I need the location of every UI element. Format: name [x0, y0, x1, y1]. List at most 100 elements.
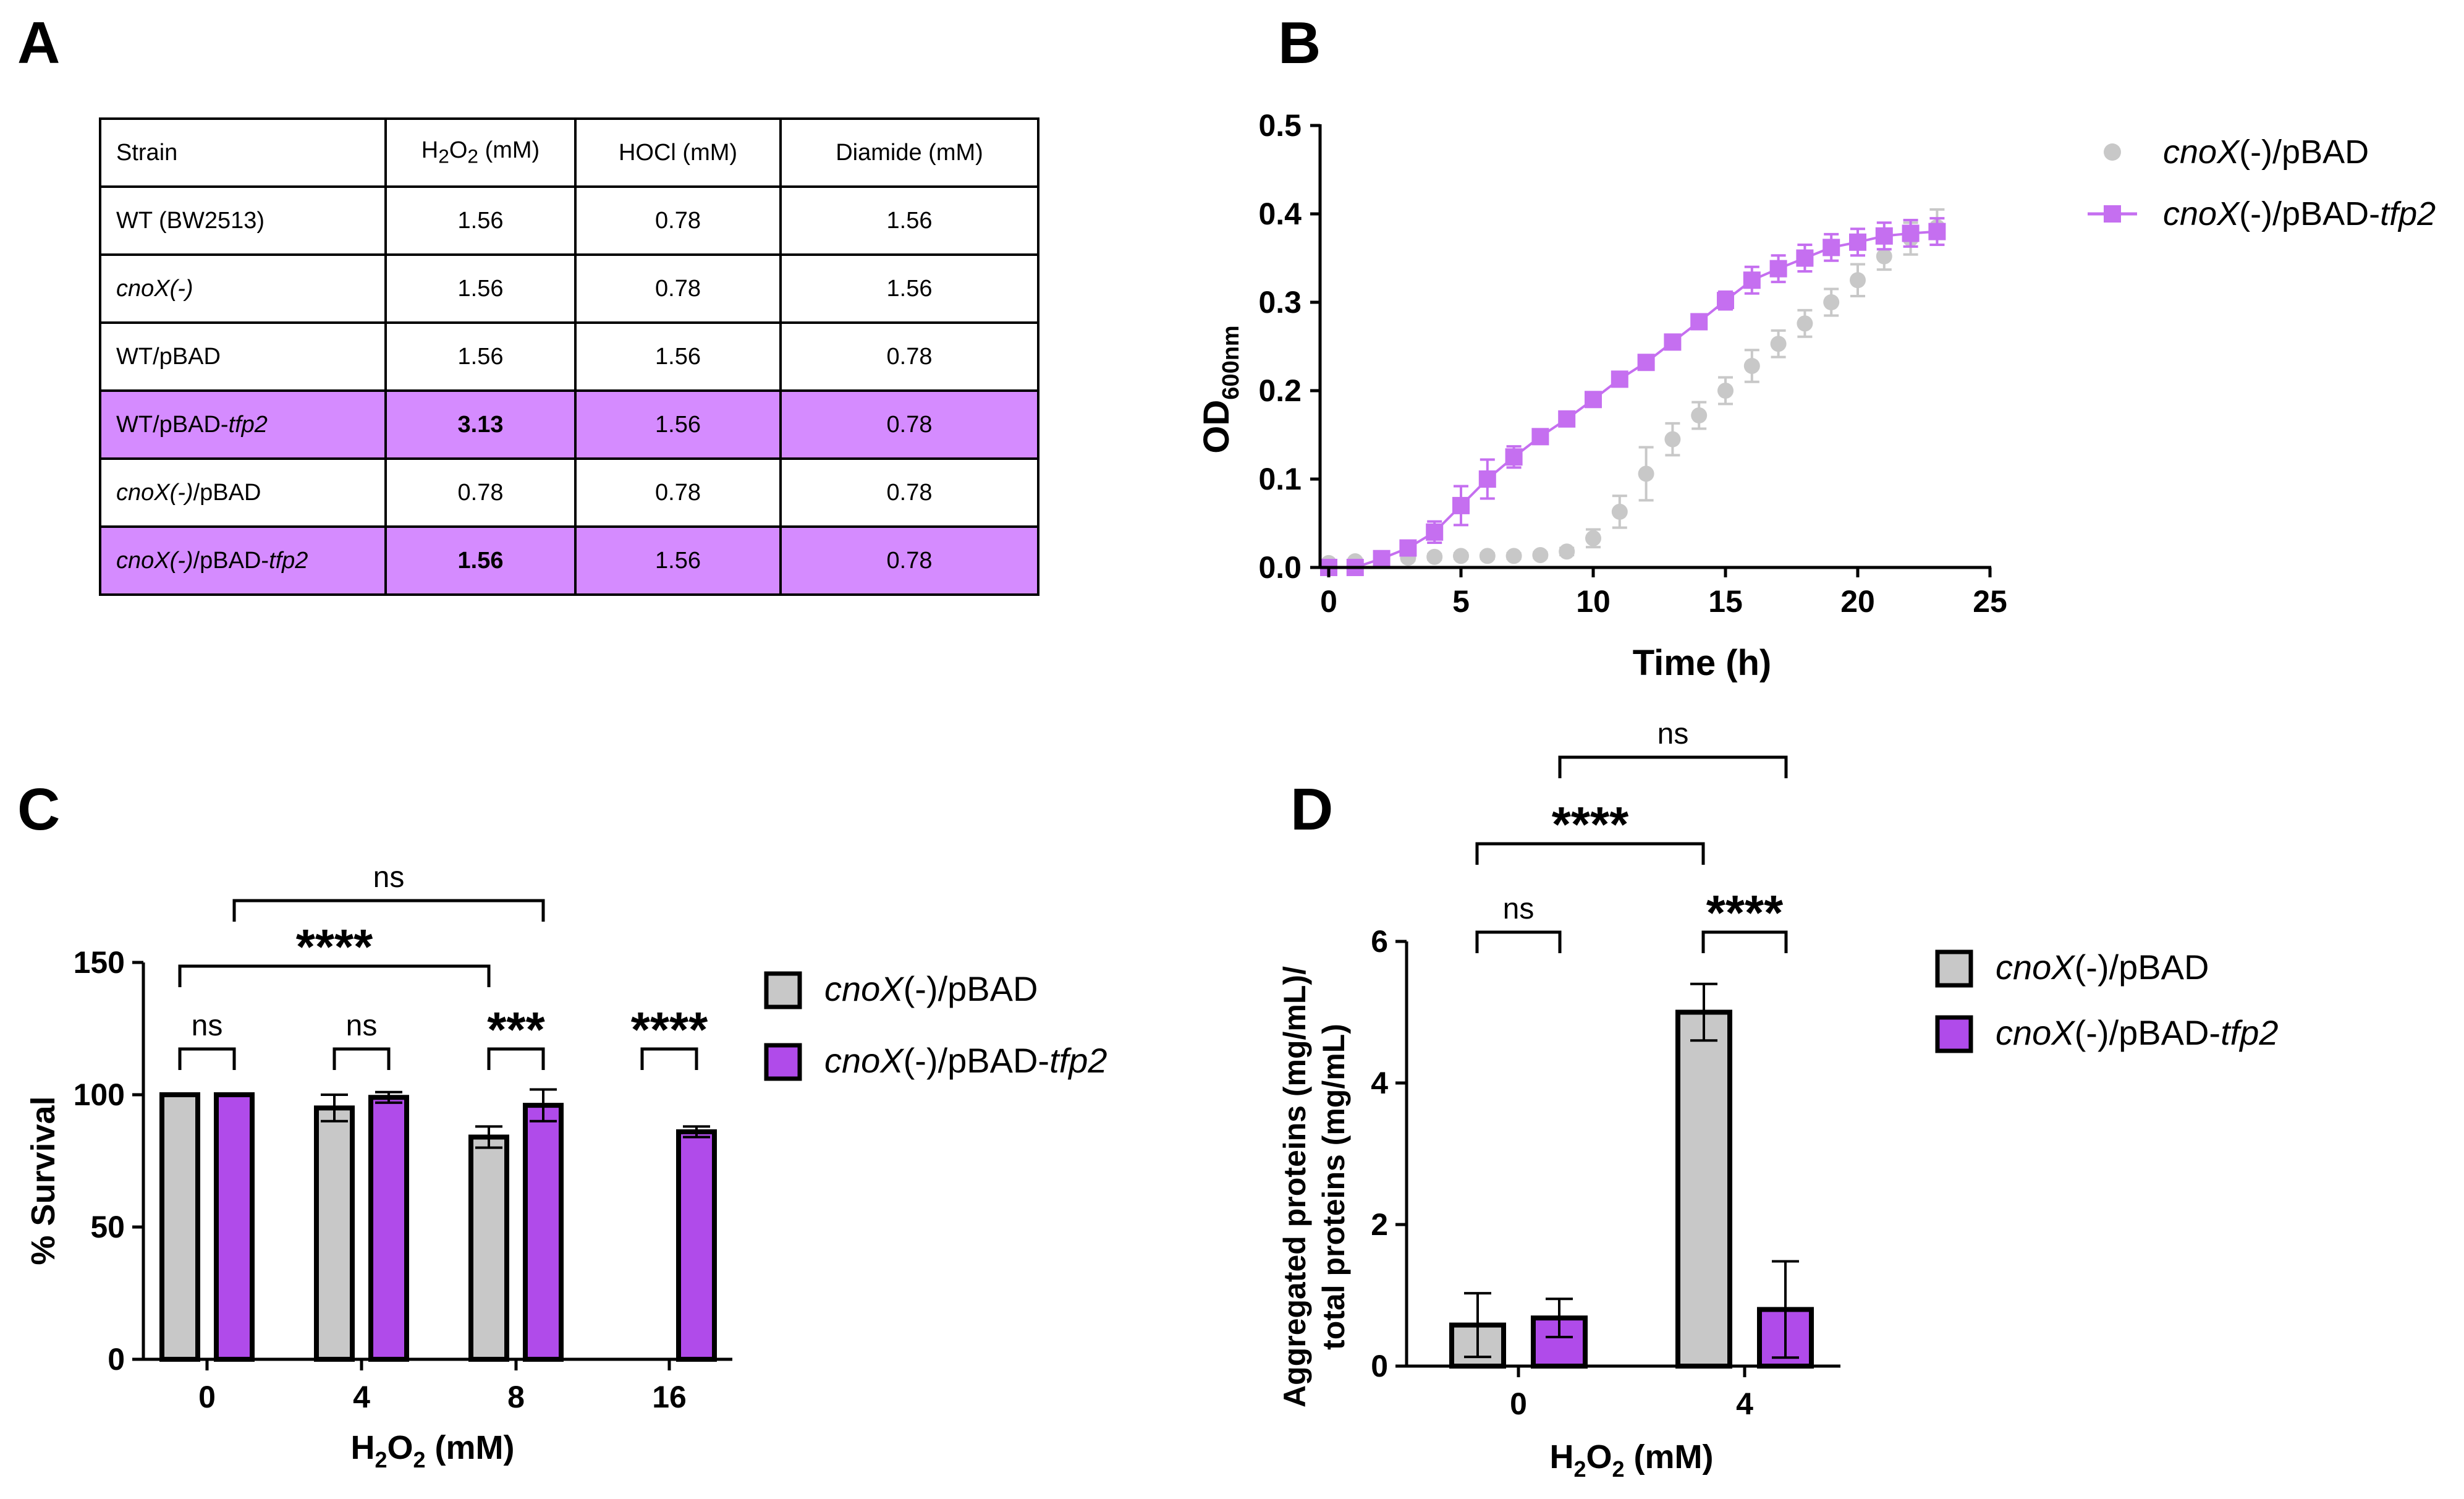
- c-sig-bracket: [178, 964, 491, 987]
- d-sig-stars: ****: [1706, 885, 1784, 940]
- chart-b-grey-point: [1823, 294, 1840, 310]
- header-h2o2-sub2: 2: [467, 145, 479, 168]
- chart-b-grey-point: [1559, 543, 1575, 560]
- chart-b-legend-purple-label: cnoX(-)/pBAD-tfp2: [2163, 195, 2436, 232]
- header-hocl: HOCl (mM): [574, 117, 782, 188]
- header-h2o2: H2O2 (mM): [384, 117, 577, 188]
- cell-diamide: 1.56: [779, 253, 1039, 324]
- chart-b-x-tick-label: 25: [1973, 584, 2007, 619]
- c-legend-purple-label-italic2: tfp2: [1049, 1041, 1107, 1080]
- table-row: cnoX(-)/pBAD 0.78 0.78 0.78: [99, 457, 1039, 528]
- cell-hocl: 0.78: [574, 457, 782, 528]
- chart-b-purple-point: [1875, 227, 1893, 245]
- d-legend-purple-swatch: [1935, 1015, 1973, 1053]
- chart-b-purple-point: [1505, 448, 1523, 466]
- c-bar-purple: [368, 1095, 409, 1362]
- d-y-tick-label: 0: [1371, 1349, 1388, 1383]
- table-row-highlighted: cnoX(-)/pBAD-tfp2 1.56 1.56 0.78: [99, 525, 1039, 596]
- chart-b-legend-grey-label: cnoX(-)/pBAD: [2163, 134, 2369, 171]
- table-row: WT (BW2513) 1.56 0.78 1.56: [99, 185, 1039, 256]
- d-legend-purple-label-italic2: tfp2: [2221, 1013, 2278, 1052]
- chart-b-purple-point: [1717, 292, 1734, 310]
- chart-b-grey-point: [1876, 248, 1892, 265]
- c-sig-ns: ns: [373, 861, 405, 894]
- strain-text: /pBAD-: [193, 547, 269, 574]
- strain-text: /pBAD: [193, 479, 261, 506]
- chart-b-x-tick-label: 5: [1452, 584, 1470, 619]
- chart-b-legend-purple-label-italic2: tfp2: [2380, 195, 2436, 232]
- panel-label-a: A: [17, 10, 61, 76]
- cell-h2o2: 1.56: [384, 253, 577, 324]
- strain-italic-2: tfp2: [269, 547, 308, 574]
- d-legend-purple-label: cnoX(-)/pBAD-tfp2: [1996, 1013, 2279, 1052]
- chart-b-legend-purple-marker: [2104, 205, 2121, 223]
- chart-b-purple-point: [1769, 260, 1787, 278]
- cell-diamide: 1.56: [779, 185, 1039, 256]
- chart-c-xlabel-h: H: [350, 1429, 375, 1466]
- header-h2o2-o: O: [449, 137, 468, 164]
- chart-b-y-tick-label: 0.5: [1258, 108, 1302, 143]
- c-x-tick-label: 8: [507, 1380, 525, 1414]
- c-sig-bracket: [232, 899, 545, 922]
- chart-b-grey-point: [1532, 546, 1549, 563]
- strain-italic: tfp2: [228, 411, 268, 438]
- header-strain: Strain: [99, 117, 387, 188]
- c-sig-bracket: [178, 1047, 236, 1070]
- c-sig-ns: ns: [346, 1009, 378, 1042]
- chart-b-y-tick-label: 0.1: [1258, 462, 1302, 496]
- chart-b-purple-point: [1823, 239, 1840, 257]
- chart-b-grey-point: [1479, 548, 1496, 564]
- c-sig-ns: ns: [192, 1009, 223, 1042]
- growth-curve-chart: 0 5 10 15 20 25 0.0 0.1 0.2 0.3 0.4 0.5 Time (h) OD…: [1196, 108, 2436, 683]
- c-y-tick-label: 100: [74, 1077, 125, 1112]
- cell-hocl: 1.56: [574, 389, 782, 460]
- c-sig-stars: ****: [631, 1002, 708, 1057]
- c-y-tick-label: 150: [74, 945, 125, 980]
- chart-b-legend-purple-label-italic: cnoX: [2163, 195, 2240, 232]
- chart-b-purple-point: [1637, 354, 1655, 372]
- table-row: WT/pBAD 1.56 1.56 0.78: [99, 321, 1039, 392]
- chart-d-xlabel: H2O2 (mM): [1549, 1438, 1713, 1482]
- chart-b-x-tick-label: 10: [1576, 584, 1611, 619]
- chart-b-grey-point: [1797, 315, 1813, 332]
- chart-b-purple-point: [1690, 313, 1708, 331]
- chart-d-xlabel-sub2: 2: [1612, 1456, 1625, 1482]
- d-sig-stars: ****: [1552, 797, 1629, 852]
- panel-label-b: B: [1278, 10, 1321, 76]
- d-y-tick-label: 6: [1371, 924, 1388, 959]
- d-sig-bracket: [1701, 930, 1788, 953]
- chart-b-purple-point: [1796, 249, 1814, 267]
- c-legend-purple-label-rest: (-)/pBAD-: [904, 1041, 1049, 1080]
- chart-b-purple-point: [1849, 233, 1866, 251]
- c-bar-purple: [214, 1092, 255, 1362]
- d-sig-bracket: [1558, 755, 1788, 778]
- panel-label-d: D: [1290, 776, 1334, 843]
- chart-b-grey-point: [1585, 530, 1601, 546]
- chart-b-grey-point: [1505, 548, 1522, 564]
- chart-b-purple-line: [1329, 230, 1937, 569]
- table-row-highlighted: WT/pBAD-tfp2 3.13 1.56 0.78: [99, 389, 1039, 460]
- chart-b-grey-point: [1664, 431, 1681, 448]
- chart-b-xlabel: Time (h): [1633, 643, 1772, 683]
- d-legend-purple-label-italic: cnoX: [1996, 1013, 2076, 1052]
- cell-hocl: 0.78: [574, 185, 782, 256]
- strain-italic: cnoX(-): [116, 275, 193, 302]
- panel-label-c: C: [17, 776, 61, 843]
- cell-h2o2: 1.56: [384, 321, 577, 392]
- c-legend-grey-label-rest: (-)/pBAD: [904, 969, 1038, 1008]
- chart-d-xlabel-h: H: [1549, 1438, 1573, 1476]
- chart-c-xlabel-sub2: 2: [413, 1447, 426, 1472]
- cell-diamide: 0.78: [779, 457, 1039, 528]
- chart-c-ylabel: % Survival: [25, 1096, 62, 1265]
- chart-b-grey-point: [1691, 407, 1708, 424]
- mic-table: Strain H2O2 (mM) HOCl (mM) Diamide (mM) …: [99, 117, 1039, 596]
- d-sig-bracket: [1475, 930, 1562, 953]
- chart-b-legend-purple-label-rest: (-)/pBAD-: [2239, 195, 2380, 232]
- cell-h2o2: 1.56: [384, 185, 577, 256]
- chart-b-legend-grey-label-rest: (-)/pBAD: [2239, 134, 2369, 171]
- d-x-tick-label: 4: [1736, 1386, 1753, 1421]
- cell-h2o2: 3.13: [384, 389, 577, 460]
- table-row: cnoX(-) 1.56 0.78 1.56: [99, 253, 1039, 324]
- chart-b-legend-grey-label-italic: cnoX: [2163, 134, 2240, 171]
